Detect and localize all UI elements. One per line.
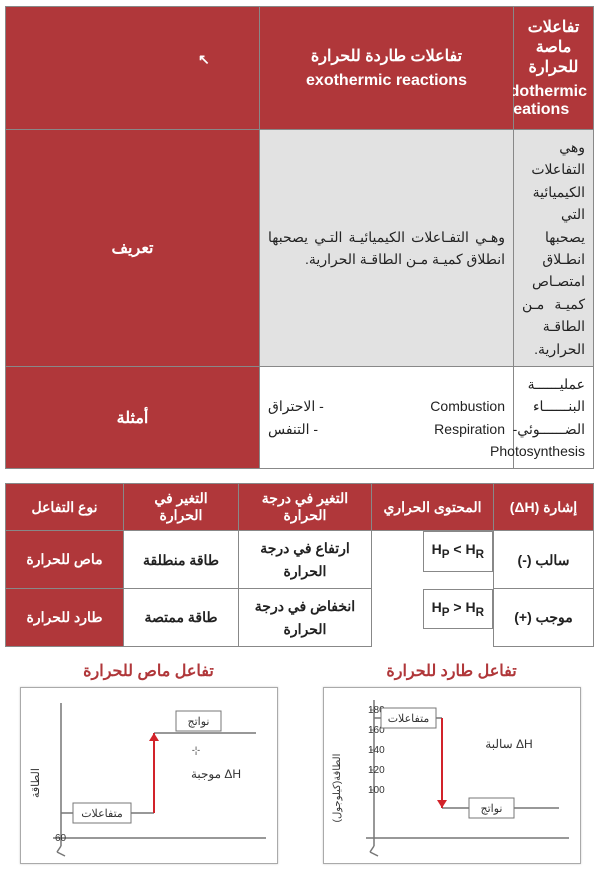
svg-text:متفاعلات: متفاعلات (81, 808, 123, 820)
header-exo-ar: تفاعلات طاردة للحرارة (266, 46, 507, 66)
header-endo-ar: تفاعلات ماصة للحرارة (520, 17, 587, 77)
t2-r2-c3: HP > HR (423, 589, 493, 629)
t2-r2-c2: انخفاض في درجة الحرارة (239, 589, 372, 647)
ex-endo: عمليــــــة البنــــــاء الضــــــوئي- P… (514, 366, 594, 469)
header-exo-en: exothermic reactions (306, 72, 467, 90)
row-label-ex: أمثلة (6, 366, 260, 469)
t2-h2: التغير في الحرارة (124, 484, 239, 531)
t2-r1-c2: ارتفاع في درجة الحرارة (239, 531, 372, 589)
header-blank (6, 7, 260, 130)
t2-r1-side: ماص للحرارة (6, 531, 124, 589)
charts-row: تفاعل طارد للحرارة 100120140160180الطاقة… (6, 661, 594, 864)
endo-chart-col: تفاعل ماص للحرارة 60 الطاقة متفاعلات نواتج Δ… (6, 661, 291, 864)
exo-chart-title: تفاعل طارد للحرارة (386, 661, 516, 681)
t2-h3: التغير في درجة الحرارة (239, 484, 372, 531)
svg-text:متفاعلات: متفاعلات (387, 713, 429, 725)
t2-r1-c1: طاقة منطلقة (124, 531, 239, 589)
comparison-table: إشارة (ΔH) المحتوى الحراري التغير في درج… (5, 483, 594, 647)
row-label-def: تعريف (6, 130, 260, 367)
endo-chart-title: تفاعل ماص للحرارة (83, 661, 214, 681)
svg-text:نواتج: نواتج (480, 803, 502, 815)
ex-exo: Combustion - الاحتراق Respiration - التن… (260, 366, 514, 469)
svg-text:60: 60 (55, 833, 67, 844)
ex-exo-2-en: Respiration (434, 418, 505, 440)
def-exo: وهـي التفـاعلات الكيميائيـة التـي يصحبها… (260, 130, 514, 367)
t2-h5: إشارة (ΔH) (494, 484, 594, 531)
endo-chart: 60 الطاقة متفاعلات نواتج ΔH موجبة -¦- (20, 687, 278, 864)
t2-h1: نوع التفاعل (6, 484, 124, 531)
ex-exo-1-ar: - الاحتراق (268, 395, 324, 417)
definitions-table: تفاعلات ماصة للحرارة Endothermic reation… (5, 6, 594, 469)
svg-text:الطاقة(كيلوجول): الطاقة(كيلوجول) (332, 754, 343, 823)
exo-chart: 100120140160180الطاقة(كيلوجول)متفاعلاتنو… (323, 687, 581, 864)
t2-r1-c4: سالب (-) (494, 531, 594, 589)
t2-r2-c4: موجب (+) (494, 589, 594, 647)
ex-exo-2-ar: - التنفس (268, 418, 318, 440)
svg-text:120: 120 (368, 765, 385, 776)
t2-r2-side: طارد للحرارة (6, 589, 124, 647)
svg-text:140: 140 (368, 745, 385, 756)
svg-text:100: 100 (368, 785, 385, 796)
svg-text:-¦-: -¦- (191, 745, 199, 755)
t2-h4: المحتوى الحراري (372, 484, 494, 531)
ex-exo-1-en: Combustion (430, 395, 505, 417)
def-endo: وهي التفاعلات الكيميائية التي يصحبها انط… (514, 130, 594, 367)
svg-text:ΔH سالبة: ΔH سالبة (485, 737, 532, 751)
svg-text:ΔH موجبة: ΔH موجبة (190, 767, 240, 781)
t2-r1-c3: HP < HR (423, 531, 493, 571)
t2-r2-c1: طاقة ممتصة (124, 589, 239, 647)
cursor-icon: ↖ (198, 51, 210, 68)
svg-text:الطاقة: الطاقة (30, 768, 42, 798)
exo-chart-col: تفاعل طارد للحرارة 100120140160180الطاقة… (309, 661, 594, 864)
svg-text:نواتج: نواتج (187, 716, 209, 728)
